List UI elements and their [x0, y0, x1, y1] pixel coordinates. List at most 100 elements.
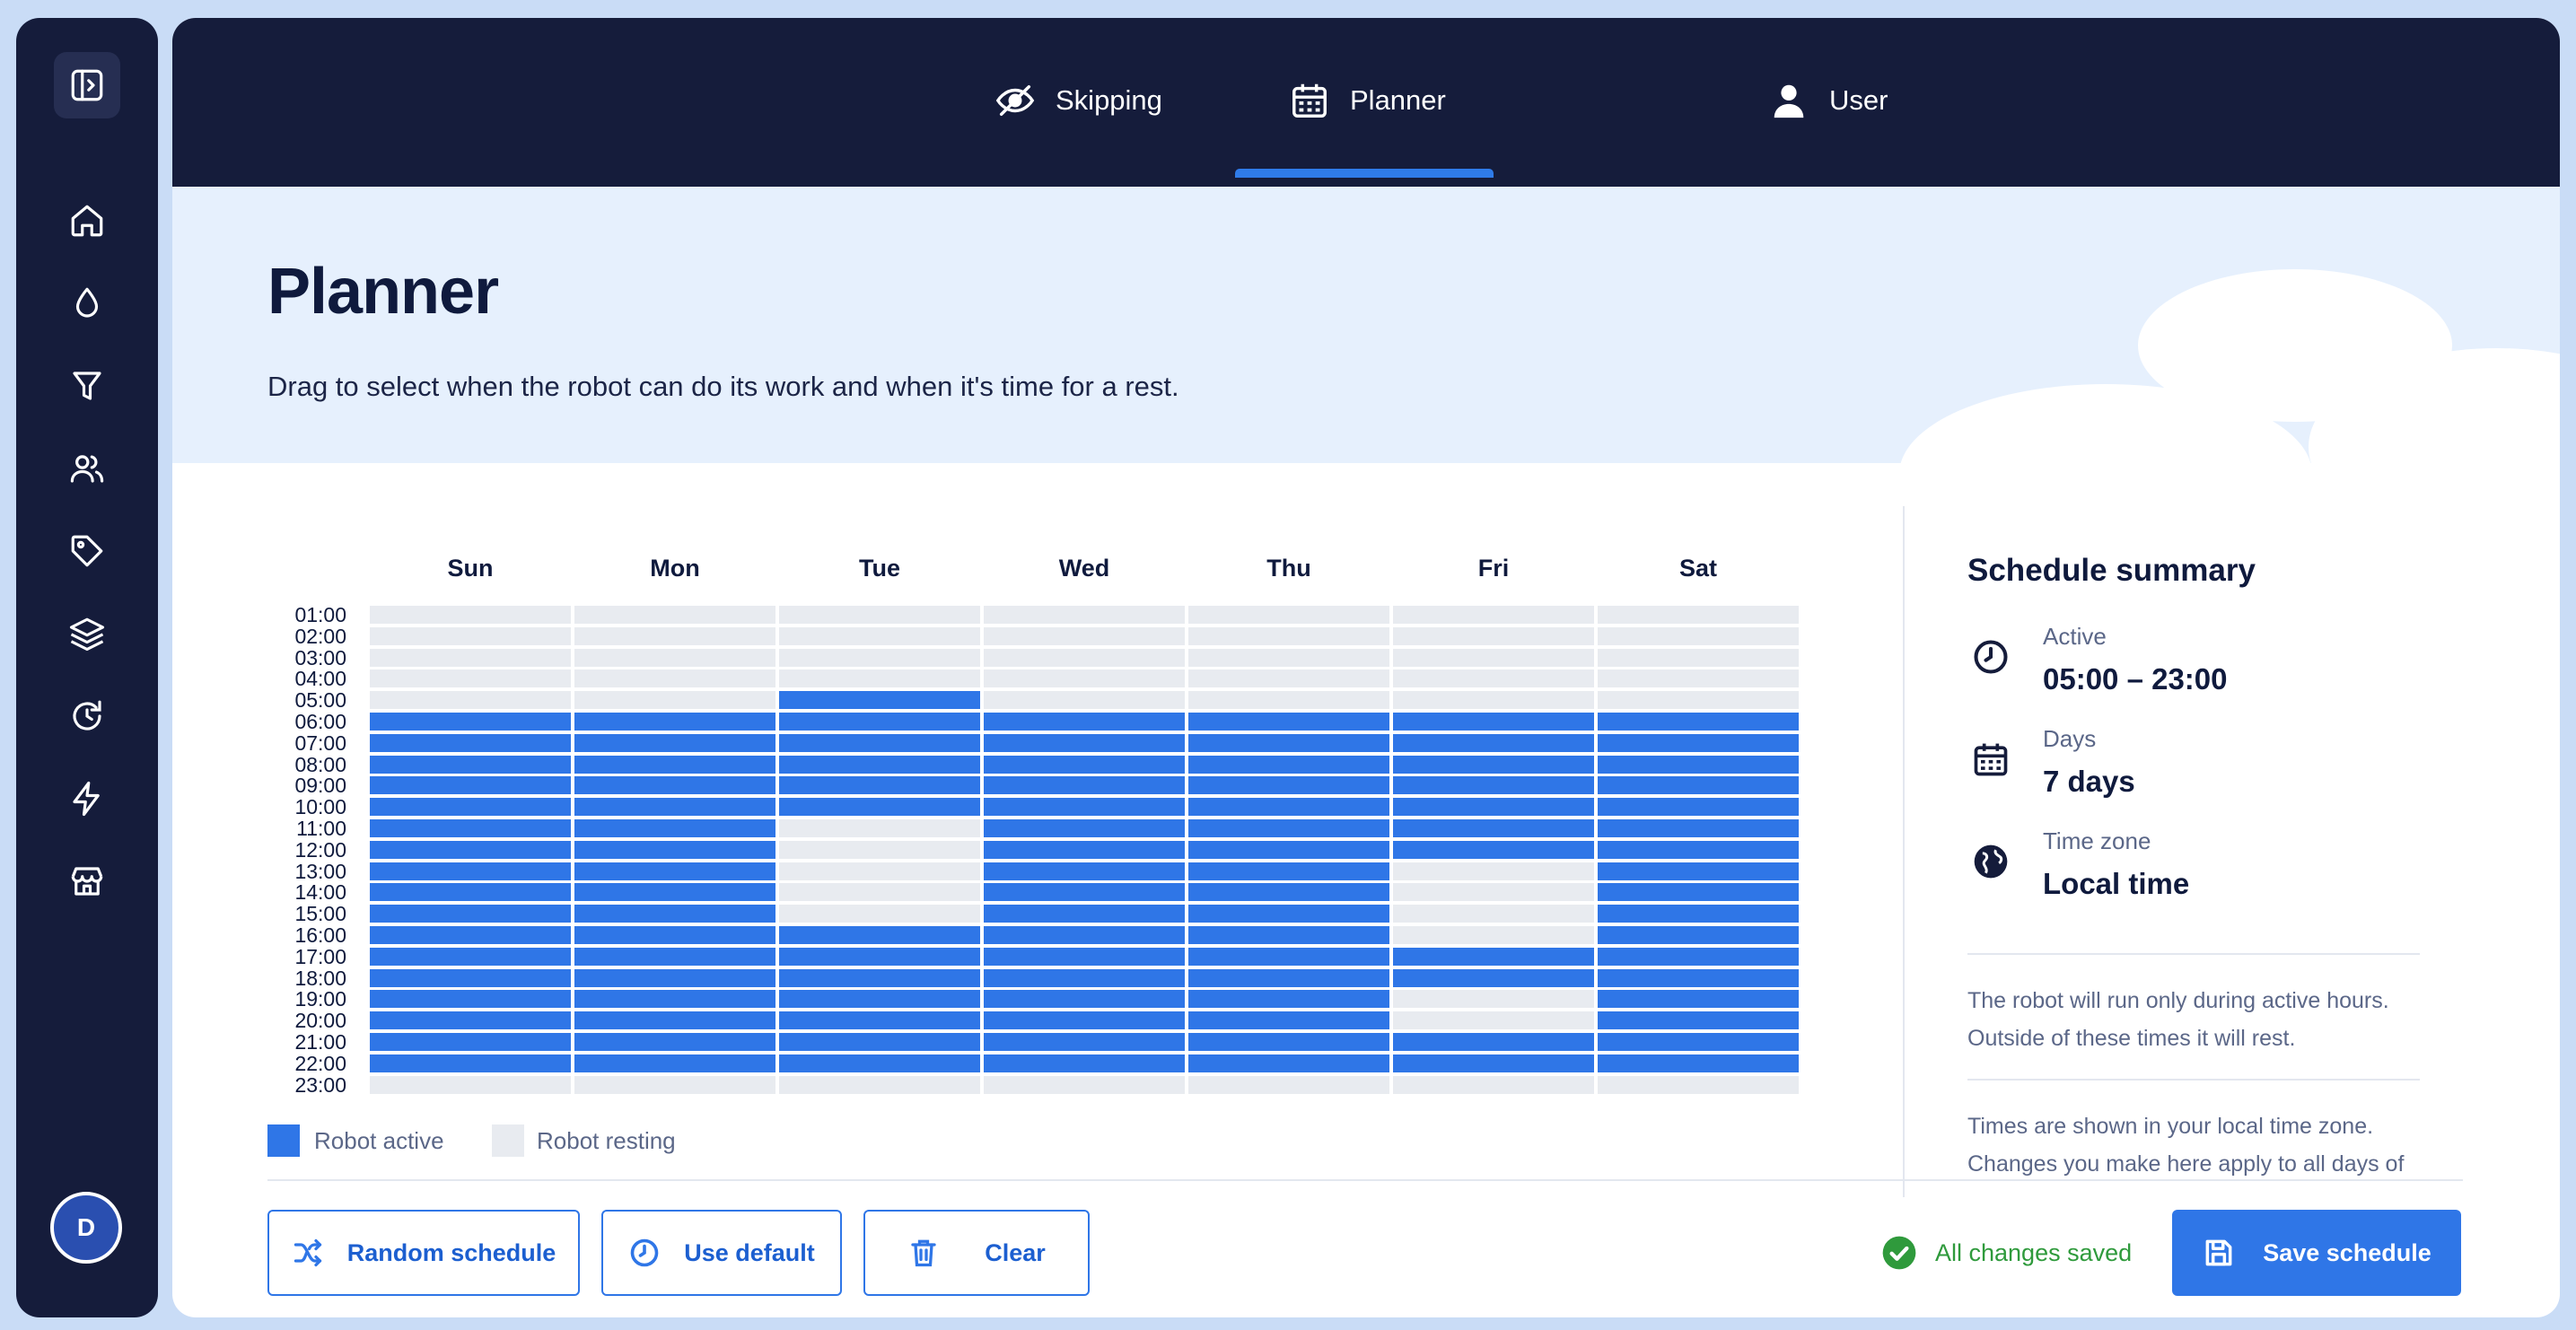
schedule-cell[interactable]	[779, 862, 980, 880]
schedule-cell[interactable]	[1188, 1011, 1389, 1030]
schedule-cell[interactable]	[779, 926, 980, 944]
schedule-cell[interactable]	[370, 968, 571, 987]
schedule-cell[interactable]	[574, 755, 775, 774]
schedule-cell[interactable]	[370, 883, 571, 902]
schedule-cell[interactable]	[574, 862, 775, 880]
schedule-cell[interactable]	[984, 755, 1185, 774]
schedule-cell[interactable]	[370, 691, 571, 710]
schedule-cell[interactable]	[779, 626, 980, 645]
sidebar-item-store[interactable]	[60, 854, 114, 908]
tab-skipping[interactable]: Skipping	[994, 68, 1162, 133]
schedule-cell[interactable]	[779, 776, 980, 795]
schedule-cell[interactable]	[1188, 947, 1389, 966]
schedule-cell[interactable]	[1598, 905, 1799, 923]
schedule-cell[interactable]	[1598, 1075, 1799, 1094]
schedule-cell[interactable]	[984, 862, 1185, 880]
schedule-cell[interactable]	[1393, 947, 1594, 966]
schedule-cell[interactable]	[1188, 733, 1389, 752]
schedule-cell[interactable]	[1393, 626, 1594, 645]
schedule-cell[interactable]	[1598, 1011, 1799, 1030]
schedule-cell[interactable]	[1598, 819, 1799, 837]
schedule-cell[interactable]	[1393, 1054, 1594, 1072]
schedule-cell[interactable]	[574, 1054, 775, 1072]
schedule-cell[interactable]	[1393, 926, 1594, 944]
schedule-cell[interactable]	[1393, 798, 1594, 817]
schedule-cell[interactable]	[984, 648, 1185, 667]
schedule-cell[interactable]	[1188, 606, 1389, 624]
schedule-cell[interactable]	[984, 669, 1185, 688]
schedule-cell[interactable]	[370, 1054, 571, 1072]
schedule-cell[interactable]	[984, 1075, 1185, 1094]
schedule-cell[interactable]	[1393, 1011, 1594, 1030]
schedule-cell[interactable]	[1393, 669, 1594, 688]
schedule-cell[interactable]	[574, 840, 775, 859]
schedule-cell[interactable]	[984, 905, 1185, 923]
schedule-cell[interactable]	[779, 1011, 980, 1030]
schedule-cell[interactable]	[1188, 1075, 1389, 1094]
schedule-cell[interactable]	[1188, 648, 1389, 667]
schedule-cell[interactable]	[984, 776, 1185, 795]
schedule-cell[interactable]	[370, 905, 571, 923]
schedule-cell[interactable]	[1393, 691, 1594, 710]
schedule-cell[interactable]	[984, 798, 1185, 817]
tab-planner[interactable]: Planner	[1289, 68, 1446, 133]
schedule-cell[interactable]	[1188, 776, 1389, 795]
schedule-cell[interactable]	[1188, 862, 1389, 880]
schedule-cell[interactable]	[1188, 1054, 1389, 1072]
schedule-cell[interactable]	[574, 626, 775, 645]
schedule-cell[interactable]	[370, 1033, 571, 1051]
schedule-cell[interactable]	[574, 926, 775, 944]
sidebar-item-users[interactable]	[60, 442, 114, 495]
schedule-cell[interactable]	[984, 713, 1185, 731]
schedule-cell[interactable]	[1598, 755, 1799, 774]
schedule-cell[interactable]	[1188, 905, 1389, 923]
schedule-cell[interactable]	[779, 990, 980, 1009]
schedule-cell[interactable]	[779, 883, 980, 902]
schedule-cell[interactable]	[984, 606, 1185, 624]
schedule-cell[interactable]	[1598, 648, 1799, 667]
schedule-cell[interactable]	[1598, 733, 1799, 752]
schedule-cell[interactable]	[984, 1054, 1185, 1072]
schedule-cell[interactable]	[1393, 776, 1594, 795]
schedule-cell[interactable]	[984, 1033, 1185, 1051]
schedule-cell[interactable]	[1188, 840, 1389, 859]
schedule-cell[interactable]	[1393, 755, 1594, 774]
schedule-cell[interactable]	[574, 1075, 775, 1094]
schedule-cell[interactable]	[984, 840, 1185, 859]
schedule-cell[interactable]	[984, 926, 1185, 944]
schedule-cell[interactable]	[1598, 926, 1799, 944]
schedule-cell[interactable]	[779, 713, 980, 731]
schedule-cell[interactable]	[1598, 691, 1799, 710]
sidebar-item-lightning[interactable]	[60, 772, 114, 826]
schedule-cell[interactable]	[984, 883, 1185, 902]
schedule-cell[interactable]	[574, 968, 775, 987]
sidebar-item-home[interactable]	[60, 194, 114, 248]
schedule-cell[interactable]	[574, 691, 775, 710]
schedule-cell[interactable]	[370, 776, 571, 795]
schedule-cell[interactable]	[574, 1033, 775, 1051]
schedule-cell[interactable]	[1188, 1033, 1389, 1051]
schedule-cell[interactable]	[1188, 626, 1389, 645]
schedule-cell[interactable]	[1598, 626, 1799, 645]
schedule-cell[interactable]	[1393, 840, 1594, 859]
schedule-cell[interactable]	[779, 1054, 980, 1072]
schedule-cell[interactable]	[779, 819, 980, 837]
schedule-cell[interactable]	[574, 648, 775, 667]
schedule-cell[interactable]	[1598, 1054, 1799, 1072]
schedule-cell[interactable]	[1393, 648, 1594, 667]
schedule-cell[interactable]	[370, 926, 571, 944]
schedule-cell[interactable]	[984, 733, 1185, 752]
sidebar-item-filter[interactable]	[60, 359, 114, 413]
schedule-cell[interactable]	[574, 776, 775, 795]
schedule-cell[interactable]	[1598, 606, 1799, 624]
schedule-cell[interactable]	[1188, 968, 1389, 987]
schedule-cell[interactable]	[1188, 798, 1389, 817]
schedule-cell[interactable]	[574, 947, 775, 966]
schedule-cell[interactable]	[984, 968, 1185, 987]
schedule-cell[interactable]	[1393, 968, 1594, 987]
schedule-cell[interactable]	[1598, 669, 1799, 688]
schedule-cell[interactable]	[779, 947, 980, 966]
schedule-cell[interactable]	[1598, 990, 1799, 1009]
save-schedule-button[interactable]: Save schedule	[2172, 1210, 2461, 1296]
schedule-cell[interactable]	[370, 669, 571, 688]
